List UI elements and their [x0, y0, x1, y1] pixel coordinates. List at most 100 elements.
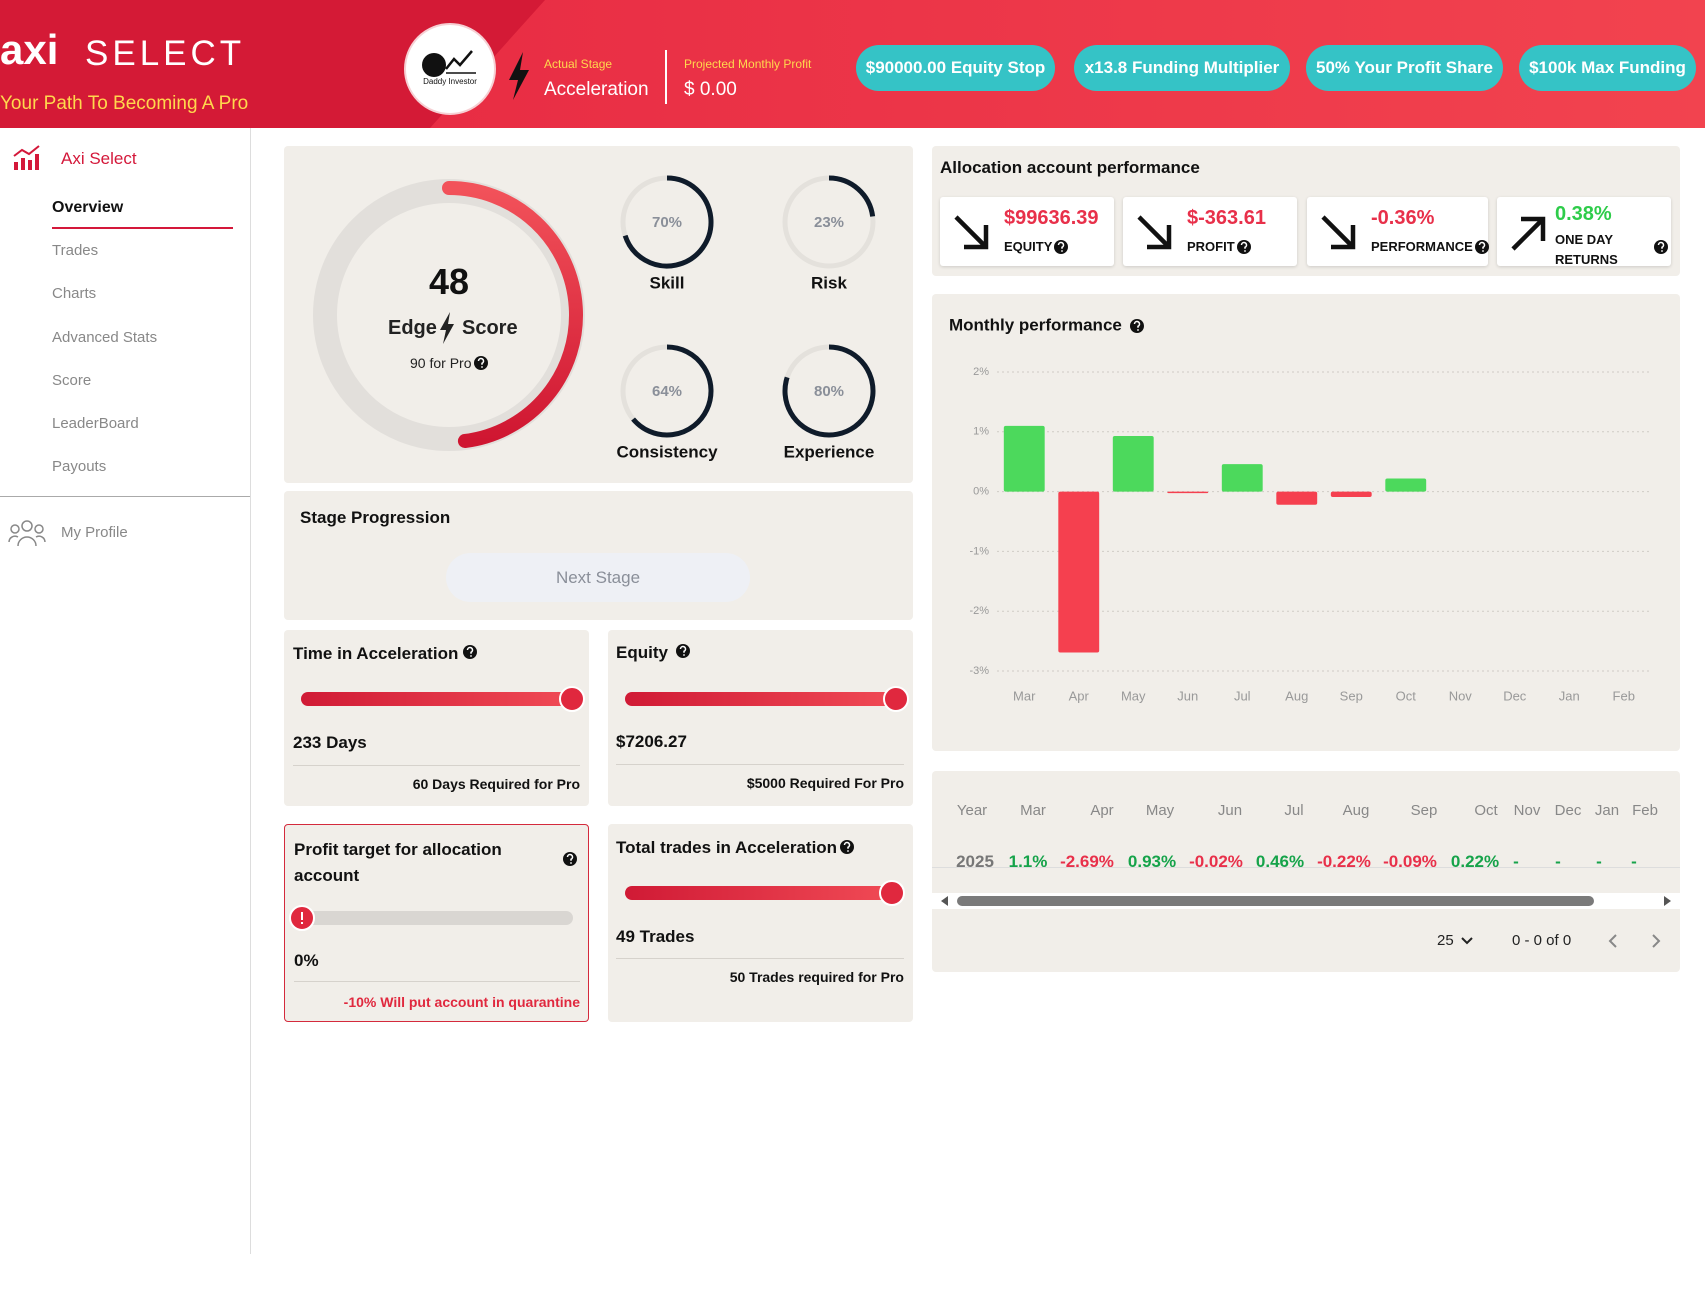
- table-header: Jul: [1284, 802, 1304, 819]
- prev-page[interactable]: [1607, 933, 1619, 949]
- bar: [1385, 478, 1427, 492]
- scrollbar[interactable]: [932, 893, 1680, 909]
- table-header: Apr: [1090, 802, 1114, 819]
- help-icon[interactable]: [1236, 239, 1252, 255]
- rule: [294, 981, 580, 982]
- chart: Monthly performance 2% 1% 0% -1% -2% -3% Mar Ap…: [949, 315, 1651, 703]
- x-tick-label: Feb: [1613, 688, 1635, 703]
- help-icon[interactable]: [1474, 239, 1490, 255]
- help-icon[interactable]: [1129, 318, 1145, 334]
- tile-label: ONE DAY RETURNS: [1555, 232, 1618, 267]
- nav-item[interactable]: Advanced Stats: [52, 329, 158, 346]
- tile-label: EQUITY: [1004, 239, 1053, 254]
- sidebar-border: [250, 128, 251, 1254]
- gauge-value: 70%: [652, 214, 682, 231]
- next-stage-button[interactable]: Next Stage: [446, 553, 750, 602]
- tagline: Your Path To Becoming A Pro: [0, 93, 249, 114]
- stage: Acceleration: [544, 79, 649, 100]
- edge-card: 70% Skill 23% Risk 64% Consistency 80% Experien…: [284, 146, 913, 483]
- card-title: Total trades in Acceleration: [616, 838, 838, 857]
- bar: [1276, 491, 1318, 505]
- profile-link[interactable]: My Profile: [61, 524, 128, 541]
- score-word: Score: [462, 317, 518, 339]
- help-icon[interactable]: [675, 643, 691, 659]
- monthly-card: Monthly performance 2% 1% 0% -1% -2% -3% Mar Ap…: [932, 294, 1680, 751]
- logo: axi: [0, 26, 59, 73]
- next-page[interactable]: [1650, 933, 1662, 949]
- avatar-icon: [422, 50, 476, 77]
- tile: 0.38% ONE DAY RETURNS: [1497, 197, 1671, 267]
- help-icon[interactable]: [473, 355, 489, 371]
- gauge-value: 64%: [652, 383, 682, 400]
- gauge-label: Skill: [650, 273, 685, 292]
- table-header: Oct: [1474, 802, 1498, 819]
- rule: [293, 765, 580, 766]
- nav-item[interactable]: Trades: [52, 242, 99, 259]
- card-value: 49 Trades: [616, 927, 695, 946]
- pill[interactable]: $90000.00 Equity Stop: [856, 45, 1055, 91]
- help-icon[interactable]: [1653, 239, 1669, 255]
- table-header: Aug: [1342, 802, 1370, 819]
- card-note: $5000 Required For Pro: [746, 775, 904, 791]
- y-tick-label: -1%: [969, 545, 989, 557]
- nav-item[interactable]: Charts: [52, 285, 97, 302]
- x-tick-label: Nov: [1449, 688, 1473, 703]
- table-card: 25 0 - 0 of 0: [932, 771, 1680, 972]
- table-cell: -: [1596, 852, 1602, 871]
- profit-card: Profit target for allocation account 0% …: [284, 824, 589, 1022]
- tile: -0.36% PERFORMANCE: [1307, 197, 1490, 266]
- pill[interactable]: 50% Your Profit Share: [1306, 45, 1503, 91]
- help-icon[interactable]: [462, 644, 478, 660]
- table-header: Nov: [1513, 802, 1541, 819]
- page-size-chevron[interactable]: [1460, 935, 1474, 947]
- pill[interactable]: x13.8 Funding Multiplier: [1074, 45, 1290, 91]
- time-card: Time in Acceleration 233 Days 60 Days Re…: [284, 630, 589, 806]
- table-header: Jun: [1217, 802, 1243, 819]
- header-shade: [0, 0, 545, 128]
- card-value: $7206.27: [616, 732, 687, 751]
- nav-item[interactable]: Score: [52, 372, 92, 389]
- pill[interactable]: $100k Max Funding: [1519, 45, 1696, 91]
- table-cell: 1.1%: [1008, 852, 1048, 871]
- bar: [1058, 491, 1100, 653]
- x-tick-label: Mar: [1013, 688, 1036, 703]
- allocation-title: Allocation account performance: [940, 158, 1200, 177]
- nav-item[interactable]: LeaderBoard: [52, 415, 139, 432]
- table-header: Year: [956, 802, 988, 819]
- sidebar-brand[interactable]: Axi Select: [61, 149, 137, 168]
- card-note: 60 Days Required for Pro: [412, 776, 580, 792]
- x-tick-label: Sep: [1340, 688, 1363, 703]
- nav-item[interactable]: Payouts: [52, 458, 107, 475]
- avatar-label: Daddy Investor: [423, 77, 477, 86]
- page-range: 0 - 0 of 0: [1512, 932, 1572, 949]
- x-tick-label: Oct: [1396, 688, 1417, 703]
- tile-value: $99636.39: [1004, 207, 1099, 229]
- help-icon[interactable]: [839, 839, 855, 855]
- help-icon[interactable]: [562, 851, 578, 867]
- tile: $99636.39 EQUITY: [940, 197, 1114, 266]
- slider: [625, 692, 896, 706]
- edge-gauges: 70% Skill 23% Risk 64% Consistency 80% Experien…: [313, 175, 876, 461]
- slider-knob: [559, 686, 585, 712]
- y-tick-label: 0%: [973, 486, 989, 498]
- table-cell: 0.93%: [1127, 852, 1177, 871]
- nav-item[interactable]: Overview: [52, 199, 124, 216]
- gauge-arc: [782, 344, 876, 438]
- page-size[interactable]: 25: [1437, 932, 1454, 949]
- x-tick-label: Aug: [1285, 688, 1308, 703]
- gauge-label: Experience: [784, 442, 875, 461]
- table-header: Sep: [1410, 802, 1438, 819]
- table-header: Jan: [1594, 802, 1620, 819]
- gauge-label: Consistency: [616, 442, 718, 461]
- tile-value: 0.38%: [1555, 203, 1612, 225]
- slider-knob: [879, 880, 905, 906]
- slider-knob: [883, 686, 909, 712]
- table-cell: -0.09%: [1383, 852, 1437, 871]
- help-icon[interactable]: [1053, 239, 1069, 255]
- x-tick-label: Jun: [1177, 688, 1198, 703]
- x-tick-label: Jul: [1234, 688, 1251, 703]
- stage-title: Stage Progression: [300, 508, 451, 527]
- avatar[interactable]: Daddy Investor: [404, 23, 496, 115]
- x-tick-label: Dec: [1503, 688, 1527, 703]
- card-title: Equity: [616, 643, 668, 662]
